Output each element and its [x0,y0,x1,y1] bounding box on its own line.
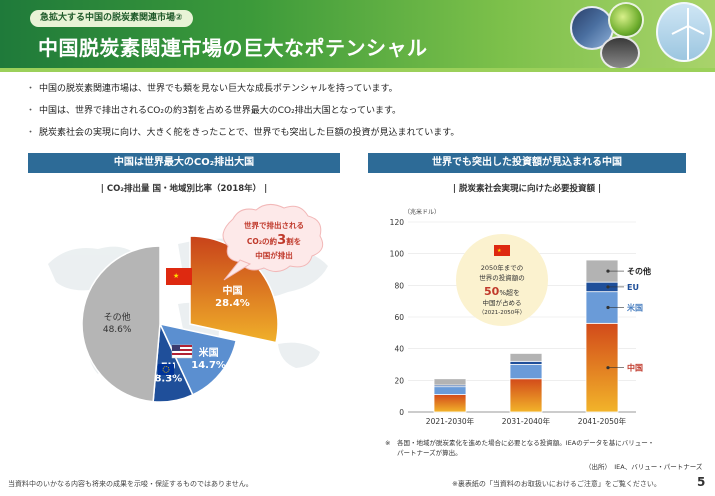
photo-solar-icon [570,6,614,50]
legend-label: EU [627,283,639,292]
y-tick-label: 40 [394,345,404,354]
svg-text:★: ★ [497,248,502,254]
footer-notice: ※裏表紙の「当資料のお取扱いにおけるご注意」をご覧ください。 [452,480,661,488]
pie-slice-name: 中国 [222,284,242,297]
pie-slice-value: 14.7% [191,360,226,371]
bubble-line4: 中国が占める [483,298,522,307]
photo-ev-icon [600,36,640,70]
pie-slice [81,245,161,403]
bar-segment [509,378,543,413]
china-flag-icon: ★ [166,268,192,285]
header-photo-collage [560,0,715,72]
page-number: 5 [697,475,706,489]
bullet-item: 脱炭素社会の実現に向け、大きく舵をきったことで、世界でも突出した巨額の投資が見込… [26,128,690,139]
photo-leaf-icon [608,2,644,38]
x-tick-label: 2031-2040年 [502,416,551,426]
note-line: ※ 各国・地域が脱炭素化を進めた場合に必要となる投資額。IEAのデータを基にバリ… [385,439,655,447]
bubble-line3: 50%超を [484,285,520,298]
page-title: 中国脱炭素関連市場の巨大なポテンシャル [38,36,428,60]
header-banner: 急拡大する中国の脱炭素関連市場② 中国脱炭素関連市場の巨大なポテンシャル [0,0,715,72]
chart-note: ※ 各国・地域が脱炭素化を進めた場合に必要となる投資額。IEAのデータを基にバリ… [385,438,685,458]
y-tick-label: 60 [394,313,404,322]
y-tick-label: 80 [394,281,404,290]
callout-line1: 世界で排出される [244,220,304,230]
callout-cloud: 世界で排出される CO₂の約3割を 中国が排出 [222,204,324,281]
usa-flag-icon [171,344,193,359]
bubble-line2: 世界の投資額の [479,273,525,282]
pie-slice [158,322,238,396]
bubble-line5: （2021-2050年） [479,308,525,316]
left-panel-subheading: | CO₂排出量 国・地域別比率（2018年） | [100,184,268,194]
legend-label: 米国 [626,303,643,313]
section-subtitle: 急拡大する中国の脱炭素関連市場② [30,10,193,27]
y-tick-label: 120 [390,218,405,227]
bar-segment [509,364,543,380]
y-tick-label: 20 [394,376,404,385]
photo-wind-icon [656,2,712,62]
note-line: パートナーズが算出。 [397,449,462,457]
investment-bubble: ★ 2050年までの 世界の投資額の 50%超を 中国が占める （2021-20… [456,234,548,326]
footer-disclaimer: 当資料中のいかなる内容も将来の成果を示唆・保証するものではありません。 [8,480,253,488]
legend-label: 中国 [627,363,643,373]
svg-text:★: ★ [173,272,179,280]
legend-label: その他 [627,266,651,276]
bullet-item: 中国の脱炭素関連市場は、世界でも類を見ない巨大な成長ポテンシャルを持っています。 [26,84,690,95]
callout-line2: CO₂の約3割を [247,233,301,248]
bar-segment [433,394,467,413]
y-axis-unit: （兆米ドル） [404,208,440,216]
pie-slice-value: 48.6% [103,325,132,335]
x-tick-label: 2021-2030年 [426,416,475,426]
pie-slice-name: その他 [104,311,131,323]
bubble-line1: 2050年までの [481,263,524,272]
y-tick-label: 100 [390,250,405,259]
pie-slice-value: 8.3% [154,374,182,385]
bar-segment [433,386,467,395]
bar-segment [509,353,543,362]
callout-line3: 中国が排出 [255,250,293,260]
pie-slice-name: 米国 [199,346,219,359]
bullet-item: 中国は、世界で排出されるCO₂の約3割を占める世界最大のCO₂排出大国となってい… [26,106,690,117]
bullet-list: 中国の脱炭素関連市場は、世界でも類を見ない巨大な成長ポテンシャルを持っています。… [26,84,690,150]
bar-segment [433,378,467,386]
x-tick-label: 2041-2050年 [578,416,627,426]
bar-segment [509,360,543,365]
pie-slice-value: 28.4% [215,298,250,309]
eu-flag-icon [158,364,174,375]
chart-source: （出所） IEA、バリュー・パートナーズ [585,463,703,471]
y-tick-label: 0 [399,408,404,417]
left-panel-heading: 中国は世界最大のCO₂排出大国 [28,153,340,173]
right-panel-heading: 世界でも突出した投資額が見込まれる中国 [368,153,686,173]
investment-bar-chart: （兆米ドル） 0 20 40 60 80 100 120 2021-2030年 2031-20… [390,208,651,426]
china-flag-icon: ★ [494,245,510,256]
right-panel-subheading: | 脱炭素社会実現に向けた必要投資額 | [452,184,602,194]
